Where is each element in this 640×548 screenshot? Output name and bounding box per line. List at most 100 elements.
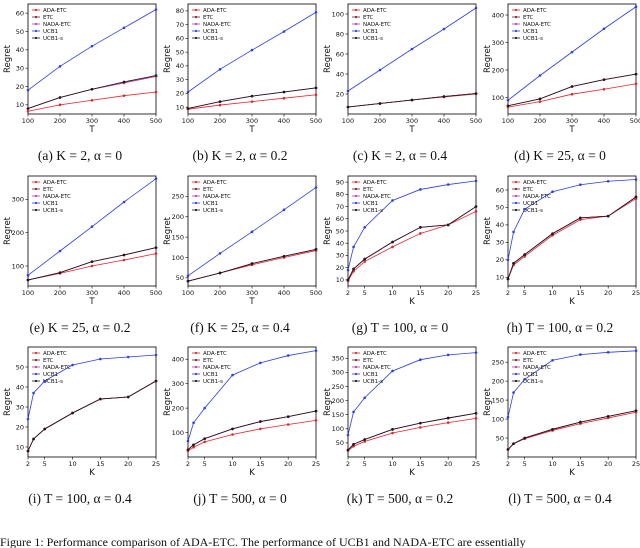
data-point-ada-etc-d: [570, 92, 574, 96]
legend-marker-nada-etc-c: [354, 22, 358, 26]
legend-label-ucb1-s-d: UCB1-s: [523, 36, 543, 42]
y-tick-label-d: 200: [492, 66, 504, 74]
plot-frame-h: [507, 175, 637, 287]
panel-caption-j: (j) T = 500, α = 0: [193, 491, 287, 506]
legend-marker-etc-f: [194, 187, 198, 191]
series-line-etc-d: [507, 73, 637, 107]
x-tick-label-c: 300: [406, 117, 418, 125]
legend-marker-ucb1-c: [354, 29, 358, 33]
legend-label-ucb1-s-k: UCB1-s: [363, 379, 383, 385]
y-tick-label-b: 60: [176, 35, 184, 43]
legend-label-ada-etc-g: ADA-ETC: [363, 180, 387, 186]
data-point-ucb1-s-e: [90, 260, 94, 263]
y-tick-label-h: 10: [496, 274, 504, 282]
data-point-ucb1-h: [523, 207, 526, 211]
data-point-ucb1-s-a: [154, 74, 158, 77]
legend-marker-nada-etc-k: [354, 365, 358, 369]
data-point-ada-etc-b: [314, 93, 318, 97]
data-point-ucb1-s-d: [602, 78, 606, 81]
data-point-ucb1-g: [474, 179, 478, 183]
legend-label-etc-l: ETC: [523, 358, 534, 364]
y-tick-label-g: 50: [336, 227, 344, 235]
series-line-nada-etc-k: [347, 412, 477, 451]
data-point-ucb1-s-j: [314, 409, 318, 413]
series-line-nada-etc-b: [187, 87, 317, 109]
data-point-ucb1-s-i: [32, 437, 35, 441]
data-point-ucb1-s-a: [26, 107, 30, 110]
y-tick-label-j: 400: [172, 356, 184, 364]
y-tick-label-d: 300: [492, 39, 504, 47]
y-tick-label-k: 50: [336, 439, 344, 447]
data-point-ada-etc-j: [192, 445, 195, 449]
data-point-ucb1-f: [250, 230, 254, 234]
x-tick-label-k: 20: [444, 460, 452, 468]
x-tick-label-i: 10: [68, 460, 76, 468]
series-line-nada-etc-e: [27, 247, 157, 281]
data-point-ucb1-s-h: [512, 262, 515, 265]
y-tick-label-b: 70: [176, 21, 184, 29]
series-line-ada-etc-j: [187, 419, 317, 452]
data-point-ucb1-c: [346, 89, 350, 93]
data-point-ucb1-s-j: [286, 415, 290, 418]
series-line-ucb1-s-g: [347, 206, 477, 281]
legend-label-ada-etc-b: ADA-ETC: [203, 8, 227, 14]
legend-label-etc-a: ETC: [43, 15, 54, 21]
x-tick-label-l: 20: [604, 460, 612, 468]
legend-marker-ada-etc-a: [34, 8, 38, 12]
data-point-ucb1-g: [352, 245, 355, 249]
panel-caption-k: (k) T = 500, α = 0.2: [347, 491, 454, 506]
y-tick-label-g: 20: [336, 264, 344, 272]
data-point-ucb1-i: [71, 363, 74, 367]
x-axis-label-k: K: [409, 468, 415, 478]
data-point-ucb1-s-d: [634, 72, 638, 76]
y-tick-label-l: 200: [492, 377, 504, 385]
data-point-ada-etc-a: [122, 94, 126, 97]
data-point-ucb1-j: [192, 421, 195, 425]
legend-marker-ucb1-g: [354, 201, 358, 205]
data-point-ucb1-s-g: [363, 257, 366, 261]
data-point-ada-etc-e: [154, 252, 158, 255]
panel-caption-g: (g) T = 100, α = 0: [352, 320, 449, 335]
y-tick-label-c: 60: [336, 50, 344, 58]
data-point-ucb1-s-h: [606, 214, 610, 218]
legend-label-ucb1-s-c: UCB1-s: [363, 36, 383, 42]
data-point-ucb1-i: [43, 379, 46, 383]
panel-caption-h: (h) T = 100, α = 0.2: [507, 320, 614, 335]
y-tick-label-j: 300: [172, 380, 184, 388]
data-point-ada-etc-e: [90, 264, 94, 268]
data-point-ucb1-a: [58, 65, 62, 68]
data-point-ucb1-i: [154, 353, 158, 357]
legend-marker-ada-etc-d: [514, 8, 518, 12]
data-point-ada-etc-g: [391, 245, 394, 249]
legend-marker-ada-etc-k: [354, 351, 358, 355]
data-point-ucb1-e: [122, 200, 126, 204]
legend-marker-ada-etc-b: [194, 8, 198, 12]
chart-panel-j: 2 5 10 15 20 25100200300400KRegretADA-ETCETCN…: [163, 346, 320, 506]
x-tick-label-g: 10: [388, 289, 396, 297]
data-point-ucb1-d: [570, 50, 574, 54]
data-point-ada-etc-k: [352, 444, 355, 448]
data-point-ada-etc-g: [474, 210, 478, 213]
legend-marker-ada-etc-f: [194, 180, 198, 184]
y-tick-label-i: 20: [16, 423, 24, 431]
panel-caption-f: (f) K = 25, α = 0.4: [190, 320, 290, 335]
legend-marker-nada-etc-e: [34, 194, 38, 198]
panel-caption-a: (a) K = 2, α = 0: [38, 148, 122, 163]
data-point-ucb1-s-e: [122, 253, 126, 257]
x-tick-label-i: 20: [124, 460, 132, 468]
series-line-etc-g: [347, 206, 477, 281]
series-line-ada-etc-l: [507, 411, 637, 450]
x-tick-label-i: 5: [43, 460, 47, 468]
y-tick-label-g: 70: [336, 203, 344, 211]
x-tick-label-k: 25: [472, 460, 480, 468]
data-point-ucb1-i: [32, 391, 35, 395]
data-point-ucb1-s-l: [579, 420, 582, 424]
y-tick-label-b: 50: [176, 48, 184, 56]
data-point-ucb1-g: [363, 226, 366, 229]
y-axis-label-l: Regret: [483, 387, 493, 416]
legend-label-nada-etc-i: NADA-ETC: [43, 365, 71, 371]
legend-marker-ucb1-s-h: [514, 208, 518, 212]
x-tick-label-j: 15: [256, 460, 264, 468]
data-point-ada-etc-k: [363, 440, 366, 443]
data-point-ucb1-s-k: [391, 428, 394, 431]
